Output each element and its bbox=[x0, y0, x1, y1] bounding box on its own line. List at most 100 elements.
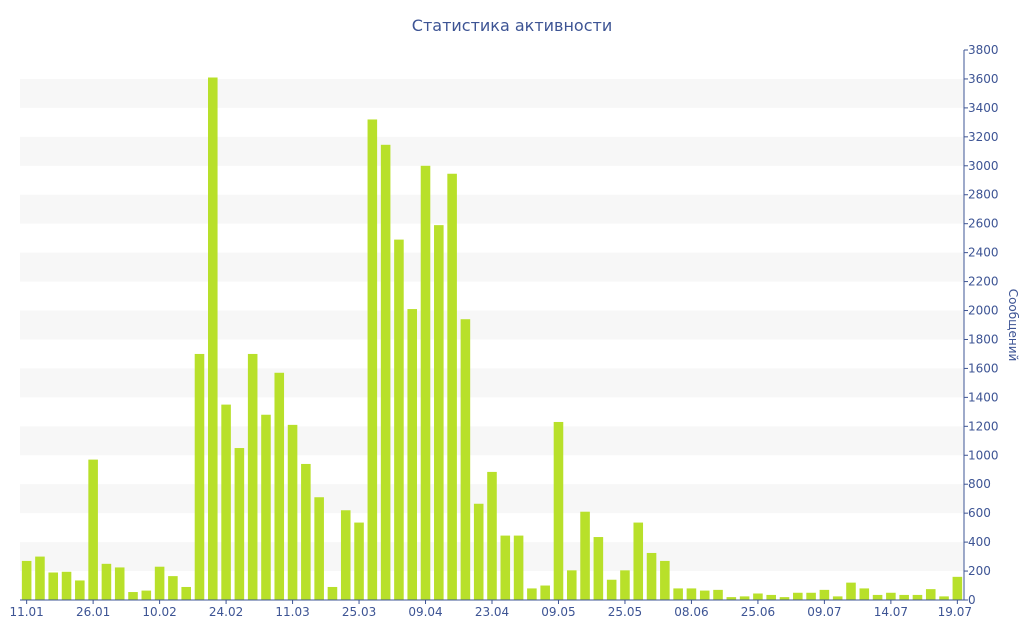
chart-title: Статистика активности bbox=[412, 16, 612, 35]
y-tick-label: 600 bbox=[968, 506, 991, 520]
bar bbox=[75, 580, 85, 600]
grid-band bbox=[20, 252, 964, 282]
y-tick-label: 1800 bbox=[968, 332, 999, 346]
bar bbox=[88, 459, 98, 600]
y-tick-label: 400 bbox=[968, 535, 991, 549]
bar bbox=[261, 414, 271, 600]
bar bbox=[779, 597, 790, 600]
x-tick-label: 25.05 bbox=[608, 605, 642, 619]
y-tick-label: 3000 bbox=[968, 159, 999, 173]
grid-band bbox=[20, 78, 964, 108]
y-tick-label: 2400 bbox=[968, 246, 999, 260]
bar bbox=[912, 594, 923, 600]
bar bbox=[141, 590, 152, 600]
bar bbox=[168, 576, 178, 600]
bars bbox=[21, 77, 963, 601]
bar bbox=[939, 596, 949, 600]
grid-band bbox=[20, 136, 964, 166]
bar bbox=[128, 592, 138, 600]
grid-bands bbox=[20, 78, 964, 572]
bar bbox=[367, 119, 378, 600]
bar bbox=[314, 497, 324, 600]
x-tick-label: 10.02 bbox=[142, 605, 176, 619]
grid-band bbox=[20, 368, 964, 398]
bar bbox=[540, 585, 550, 600]
bar bbox=[301, 463, 311, 600]
bar bbox=[566, 570, 577, 600]
grid-band bbox=[20, 194, 964, 224]
x-tick-label: 25.03 bbox=[342, 605, 376, 619]
bar bbox=[48, 572, 59, 600]
bar bbox=[713, 589, 723, 600]
y-tick-label: 1200 bbox=[968, 419, 999, 433]
x-tick-label: 23.04 bbox=[475, 605, 509, 619]
bar bbox=[699, 590, 710, 600]
bar bbox=[793, 592, 803, 600]
y-tick-label: 2000 bbox=[968, 304, 999, 318]
bar bbox=[327, 586, 338, 600]
bar bbox=[726, 597, 737, 600]
bar bbox=[739, 596, 750, 600]
x-tick-label: 25.06 bbox=[741, 605, 775, 619]
bar bbox=[35, 556, 45, 600]
bar bbox=[766, 594, 776, 600]
axes: 0 200 400 600 800 1000 1200 1400 1600 1800 2000 220… bbox=[9, 43, 998, 619]
bar bbox=[394, 239, 404, 601]
y-tick-label: 3200 bbox=[968, 130, 999, 144]
x-tick-label: 19.07 bbox=[938, 605, 972, 619]
bar bbox=[287, 424, 298, 600]
x-tick-label: 09.04 bbox=[408, 605, 442, 619]
bar bbox=[553, 421, 564, 600]
y-tick-label: 3800 bbox=[968, 43, 999, 57]
bar bbox=[447, 173, 457, 600]
bar bbox=[580, 511, 590, 600]
bar bbox=[925, 589, 936, 600]
bar bbox=[354, 522, 364, 600]
bar bbox=[181, 586, 191, 600]
bar bbox=[952, 576, 963, 600]
bar bbox=[434, 225, 444, 600]
y-tick-label: 1600 bbox=[968, 361, 999, 375]
bar bbox=[380, 144, 391, 601]
bar bbox=[527, 588, 537, 600]
bar bbox=[832, 596, 843, 600]
bar bbox=[274, 372, 285, 600]
y-tick-label: 3400 bbox=[968, 101, 999, 115]
y-tick-label: 2600 bbox=[968, 217, 999, 231]
bar bbox=[234, 448, 245, 600]
y-tick-label: 1000 bbox=[968, 448, 999, 462]
bar bbox=[846, 582, 856, 600]
bar bbox=[473, 503, 484, 600]
bar bbox=[806, 592, 816, 600]
x-tick-label: 14.07 bbox=[874, 605, 908, 619]
bar bbox=[633, 522, 644, 600]
y-tick-label: 800 bbox=[968, 477, 991, 491]
y-tick-label: 1400 bbox=[968, 390, 999, 404]
y-tick-label: 0 bbox=[968, 593, 976, 607]
bar bbox=[872, 594, 883, 600]
bar bbox=[593, 537, 604, 600]
bar bbox=[101, 563, 112, 600]
bar bbox=[513, 535, 524, 600]
bar bbox=[460, 319, 471, 600]
grid-band bbox=[20, 310, 964, 340]
bar bbox=[221, 404, 231, 600]
grid-band bbox=[20, 426, 964, 456]
bar bbox=[500, 535, 511, 600]
bar bbox=[208, 77, 218, 600]
bar bbox=[247, 353, 258, 600]
x-tick-label: 11.01 bbox=[9, 605, 43, 619]
bar bbox=[194, 353, 205, 600]
x-tick-label: 09.05 bbox=[541, 605, 575, 619]
bar bbox=[21, 560, 32, 600]
bar bbox=[753, 593, 763, 600]
bar bbox=[646, 552, 657, 600]
y-axis-title: Сообщений bbox=[1006, 289, 1020, 362]
bar bbox=[859, 588, 870, 600]
bar bbox=[886, 592, 896, 600]
bar bbox=[420, 165, 431, 601]
bar bbox=[114, 567, 125, 600]
bar bbox=[673, 588, 683, 600]
